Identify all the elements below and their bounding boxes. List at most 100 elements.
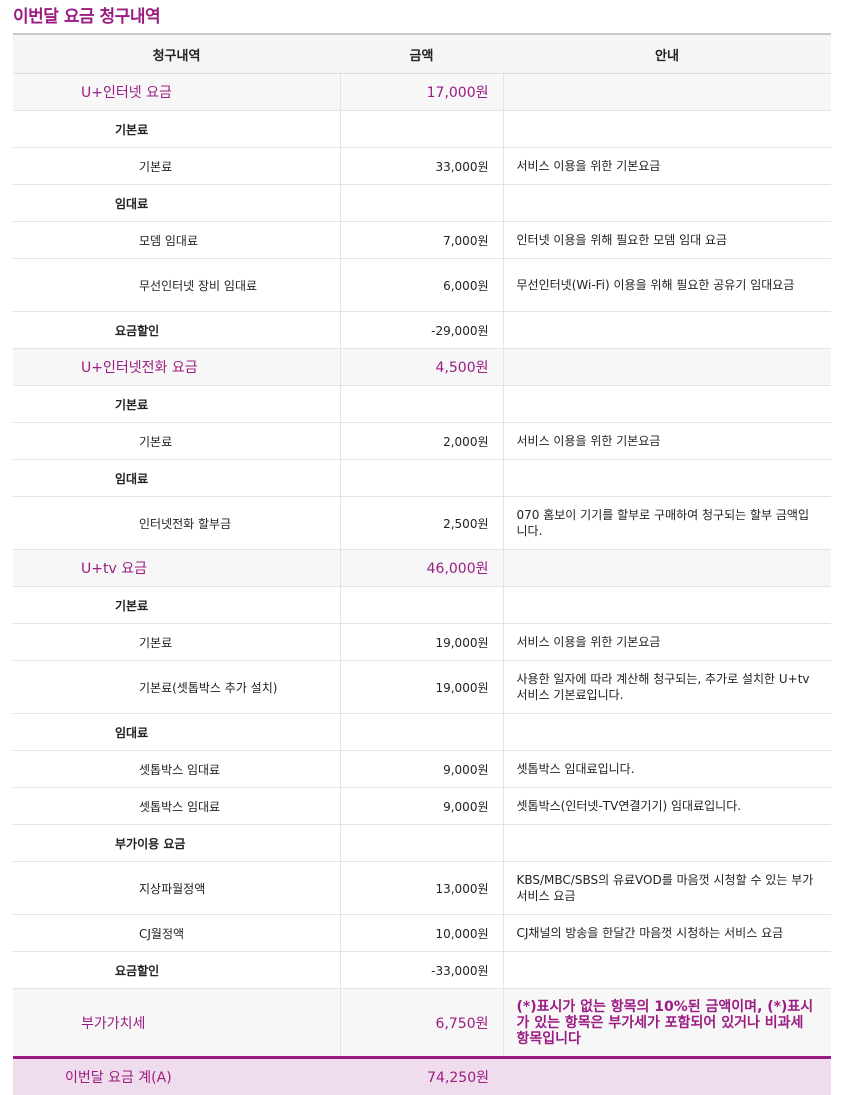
page-title: 이번달 요금 청구내역 [13,2,160,27]
total-note [503,1058,831,1095]
row-note: 셋톱박스 임대료입니다. [503,751,831,788]
row-amount: 2,000원 [340,423,503,460]
row-amount [340,714,503,751]
row-amount: 4,500원 [340,349,503,386]
row-amount: 6,750원 [340,989,503,1058]
row-note [503,74,831,111]
row-amount [340,111,503,148]
row-amount: 17,000원 [340,74,503,111]
total-row: 이번달 요금 계(A) 74,250원 [13,1058,831,1095]
row-note [503,587,831,624]
row-amount [340,825,503,862]
row-note: 사용한 일자에 따라 계산해 청구되는, 추가로 설치한 U+tv 서비스 기본… [503,661,831,714]
table-row: 기본료 [13,386,831,423]
row-note [503,312,831,349]
row-name: 셋톱박스 임대료 [13,751,340,788]
row-amount: 2,500원 [340,497,503,550]
row-amount: 13,000원 [340,862,503,915]
row-name: 임대료 [13,460,340,497]
row-amount [340,386,503,423]
row-note [503,825,831,862]
row-note: 인터넷 이용을 위해 필요한 모뎀 임대 요금 [503,222,831,259]
row-amount: 10,000원 [340,915,503,952]
row-amount: 19,000원 [340,661,503,714]
row-note [503,550,831,587]
row-amount: 9,000원 [340,788,503,825]
row-note [503,714,831,751]
row-note [503,952,831,989]
row-note: CJ채널의 방송을 한달간 마음껏 시청하는 서비스 요금 [503,915,831,952]
row-name: U+인터넷전화 요금 [13,349,340,386]
row-amount: 7,000원 [340,222,503,259]
row-amount: 6,000원 [340,259,503,312]
row-amount [340,587,503,624]
row-name: U+인터넷 요금 [13,74,340,111]
row-name: 모뎀 임대료 [13,222,340,259]
table-row: 기본료 [13,111,831,148]
row-name: 부가이용 요금 [13,825,340,862]
header-item: 청구내역 [13,34,340,74]
row-note [503,111,831,148]
row-amount: -29,000원 [340,312,503,349]
table-row: 요금할인-29,000원 [13,312,831,349]
header-amount: 금액 [340,34,503,74]
row-amount: 19,000원 [340,624,503,661]
row-name: U+tv 요금 [13,550,340,587]
row-name: 기본료 [13,587,340,624]
row-note: KBS/MBC/SBS의 유료VOD를 마음껏 시청할 수 있는 부가서비스 요… [503,862,831,915]
row-note [503,460,831,497]
row-note: 070 홈보이 기기를 할부로 구매하여 청구되는 할부 금액입니다. [503,497,831,550]
row-note: 셋톱박스(인터넷-TV연결기기) 임대료입니다. [503,788,831,825]
row-name: 지상파월정액 [13,862,340,915]
row-name: 부가가치세 [13,989,340,1058]
row-amount: 46,000원 [340,550,503,587]
table-row: 요금할인-33,000원 [13,952,831,989]
row-name: 요금할인 [13,952,340,989]
table-row: 임대료 [13,714,831,751]
table-row: 기본료 [13,587,831,624]
row-note: 무선인터넷(Wi-Fi) 이용을 위해 필요한 공유기 임대요금 [503,259,831,312]
row-name: 기본료 [13,423,340,460]
row-note: 서비스 이용을 위한 기본요금 [503,148,831,185]
row-name: 인터넷전화 할부금 [13,497,340,550]
table-row: 임대료 [13,185,831,222]
table-row: 부가이용 요금 [13,825,831,862]
row-name: 무선인터넷 장비 임대료 [13,259,340,312]
row-note [503,349,831,386]
row-name: 기본료 [13,386,340,423]
row-amount: 33,000원 [340,148,503,185]
row-name: 임대료 [13,185,340,222]
row-name: CJ월정액 [13,915,340,952]
row-name: 기본료(셋톱박스 추가 설치) [13,661,340,714]
row-name: 셋톱박스 임대료 [13,788,340,825]
total-amount: 74,250원 [340,1058,503,1095]
table-header: 청구내역 금액 안내 [13,34,831,74]
row-note: 서비스 이용을 위한 기본요금 [503,423,831,460]
row-name: 요금할인 [13,312,340,349]
header-note: 안내 [503,34,831,74]
row-amount [340,460,503,497]
row-note [503,185,831,222]
row-amount: -33,000원 [340,952,503,989]
total-label: 이번달 요금 계(A) [13,1058,340,1095]
row-note [503,386,831,423]
row-amount: 9,000원 [340,751,503,788]
row-note: (*)표시가 없는 항목의 10%된 금액이며, (*)표시가 있는 항목은 부… [503,989,831,1058]
row-name: 기본료 [13,111,340,148]
table-row: 임대료 [13,460,831,497]
row-name: 기본료 [13,148,340,185]
